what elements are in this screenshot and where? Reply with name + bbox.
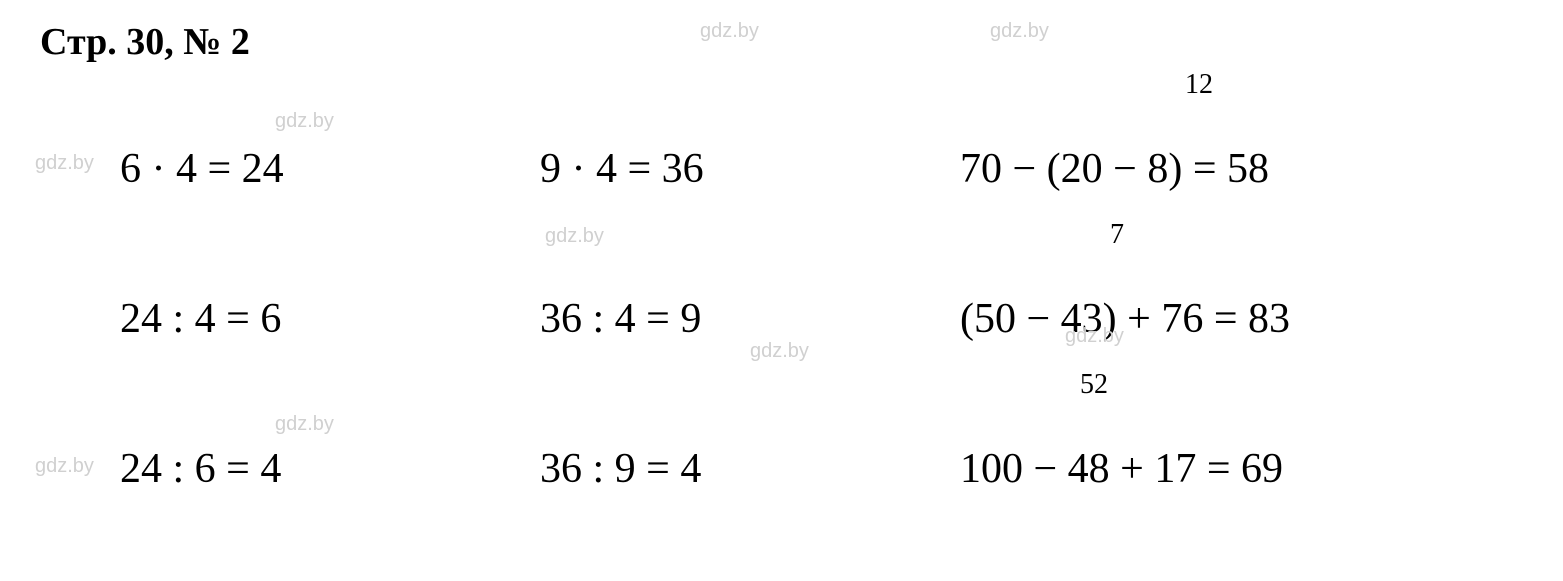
equation-text: 24 : 6 = 4: [120, 445, 281, 493]
equation-text: 6 · 4 = 24: [120, 145, 284, 193]
equation-r2c1: 24 : 4 = 6: [120, 254, 540, 384]
intermediate-result: 52: [1080, 369, 1108, 401]
equation-r2c2: 36 : 4 = 9: [540, 254, 960, 384]
equations-grid: 6 · 4 = 24 9 · 4 = 36 12 70 − (20 − 8) =…: [120, 104, 1523, 534]
equation-r1c3: 12 70 − (20 − 8) = 58: [960, 104, 1520, 234]
header-text: Стр. 30, № 2: [40, 21, 250, 63]
page-header: Стр. 30, № 2: [40, 20, 1523, 64]
equation-text: 100 − 48 + 17 = 69: [960, 445, 1283, 493]
equation-text: 24 : 4 = 6: [120, 295, 281, 343]
equation-text: (50 − 43) + 76 = 83: [960, 295, 1290, 343]
equation-text: 36 : 4 = 9: [540, 295, 701, 343]
equation-r1c1: 6 · 4 = 24: [120, 104, 540, 234]
watermark: gdz.by: [35, 455, 94, 478]
equation-r1c2: 9 · 4 = 36: [540, 104, 960, 234]
equation-text: 9 · 4 = 36: [540, 145, 704, 193]
watermark: gdz.by: [35, 152, 94, 175]
intermediate-result: 12: [1185, 69, 1213, 101]
equation-text: 70 − (20 − 8) = 58: [960, 145, 1269, 193]
intermediate-result: 7: [1110, 219, 1124, 251]
equation-r3c3: 52 100 − 48 + 17 = 69: [960, 404, 1520, 534]
equation-r3c2: 36 : 9 = 4: [540, 404, 960, 534]
equation-r3c1: 24 : 6 = 4: [120, 404, 540, 534]
equation-r2c3: 7 (50 − 43) + 76 = 83: [960, 254, 1520, 384]
equation-text: 36 : 9 = 4: [540, 445, 701, 493]
